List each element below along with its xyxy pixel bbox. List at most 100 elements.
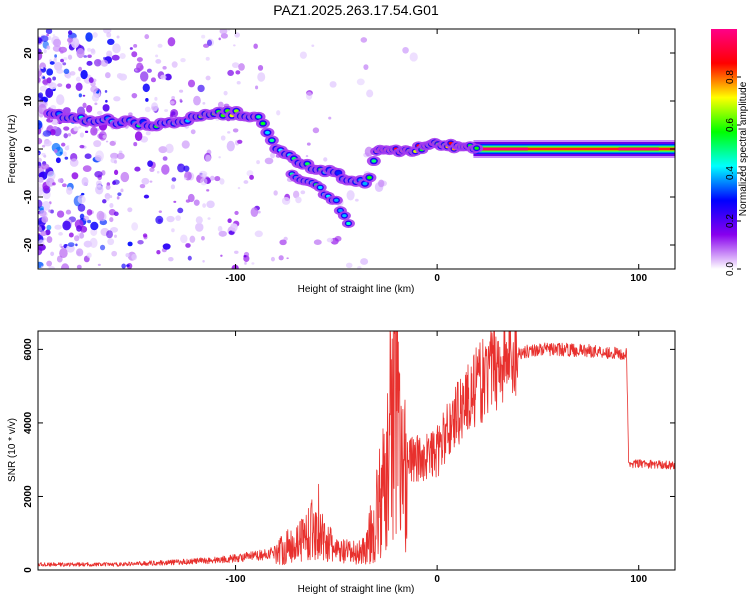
snr-x-tick-label: 0	[434, 574, 440, 585]
noise-blob	[150, 77, 156, 83]
noise-blob	[56, 94, 65, 106]
noise-blob	[62, 62, 67, 66]
noise-blob	[75, 76, 81, 82]
noise-blob	[76, 264, 82, 269]
colorbar-ticks: 0.0 0.2 0.4 0.6 0.8	[725, 70, 741, 276]
noise-blob	[187, 79, 196, 88]
noise-blob	[78, 93, 82, 98]
noise-blob	[38, 69, 43, 78]
noise-blob	[120, 171, 130, 183]
noise-blob	[202, 102, 206, 105]
noise-blob	[160, 74, 167, 80]
noise-blob	[286, 257, 289, 260]
noise-blob	[161, 164, 170, 175]
noise-blob	[184, 177, 187, 180]
noise-blob	[67, 242, 75, 247]
noise-blob	[68, 232, 74, 238]
snr-frame	[37, 330, 676, 571]
noise-blob	[75, 82, 83, 91]
noise-blob	[141, 177, 150, 185]
noise-blob	[62, 151, 67, 157]
noise-blob	[157, 43, 163, 48]
noise-blob	[120, 188, 124, 193]
noise-blob	[169, 114, 173, 118]
noise-blob	[74, 127, 79, 132]
noise-blob	[109, 195, 113, 199]
noise-blob	[41, 265, 44, 268]
noise-blob	[61, 263, 70, 269]
noise-blob	[111, 54, 120, 61]
noise-blob	[270, 256, 275, 262]
noise-blob	[38, 157, 42, 163]
noise-blob	[136, 62, 144, 72]
noise-blob	[53, 38, 62, 47]
noise-blob	[131, 51, 138, 58]
noise-blob	[129, 47, 133, 50]
noise-blob	[51, 142, 61, 153]
noise-blob	[111, 250, 118, 257]
noise-blob	[118, 150, 123, 154]
noise-blob	[299, 51, 307, 59]
noise-blob	[102, 199, 107, 204]
noise-blob	[143, 194, 150, 199]
noise-blob	[93, 59, 102, 67]
noise-blob	[38, 236, 42, 240]
noise-blob	[65, 209, 72, 215]
noise-blob	[68, 30, 73, 35]
noise-blob	[105, 99, 108, 103]
noise-blob	[38, 67, 41, 72]
noise-blob	[80, 231, 84, 234]
noise-blob	[96, 110, 103, 115]
noise-blob	[86, 105, 93, 113]
noise-blob	[48, 36, 52, 41]
noise-blob	[134, 166, 141, 172]
noise-blob	[264, 157, 274, 165]
ridge-core	[371, 159, 377, 163]
noise-blob	[57, 83, 63, 88]
noise-blob	[131, 253, 138, 261]
noise-blob	[82, 102, 87, 108]
noise-blob	[110, 152, 119, 160]
noise-blob	[177, 163, 186, 173]
noise-blob	[200, 177, 208, 186]
noise-blob	[42, 130, 52, 137]
noise-blob	[104, 89, 108, 93]
noise-blob	[158, 146, 168, 154]
noise-blob	[175, 215, 182, 222]
noise-blob	[189, 235, 196, 243]
noise-blob	[402, 46, 409, 54]
noise-blob	[46, 68, 54, 76]
noise-blob	[227, 69, 235, 76]
noise-blob	[41, 200, 51, 211]
noise-blob	[77, 195, 86, 204]
noise-blob	[236, 81, 241, 85]
noise-blob	[133, 43, 138, 48]
noise-blob	[80, 69, 88, 80]
spectrogram-content	[38, 29, 675, 269]
noise-blob	[281, 197, 291, 205]
noise-blob	[366, 89, 374, 98]
spectrogram-x-tick-label: -100	[226, 273, 246, 284]
noise-blob	[171, 228, 175, 233]
noise-blob	[48, 82, 57, 90]
snr-y-tick-label: 0	[23, 567, 34, 573]
noise-blob	[106, 32, 112, 38]
noise-blob	[219, 29, 228, 35]
noise-blob	[378, 179, 385, 188]
noise-blob	[220, 254, 223, 257]
noise-blob	[145, 131, 151, 136]
ridge-core	[366, 175, 372, 180]
noise-blob	[131, 93, 138, 99]
noise-blob	[61, 142, 66, 147]
noise-blob	[139, 184, 146, 189]
noise-blob	[70, 37, 80, 49]
noise-blob	[90, 85, 98, 93]
noise-blob	[128, 112, 133, 116]
noise-blob	[409, 52, 418, 62]
noise-blob	[180, 234, 188, 244]
noise-blob	[43, 140, 52, 147]
noise-blob	[62, 220, 71, 231]
noise-blob	[46, 236, 53, 244]
noise-blob	[109, 217, 114, 223]
noise-blob	[255, 85, 259, 90]
